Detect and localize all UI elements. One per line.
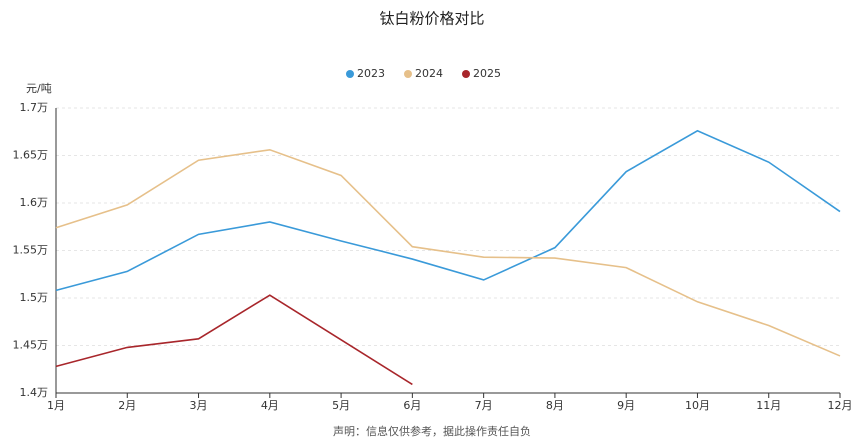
x-tick-label: 2月: [118, 399, 136, 412]
y-tick-label: 1.5万: [20, 291, 49, 304]
x-tick-label: 10月: [685, 399, 710, 412]
legend-marker: [462, 70, 470, 78]
legend-label: 2025: [473, 67, 501, 80]
y-tick-label: 1.45万: [13, 339, 49, 352]
note: 声明：信息仅供参考，据此操作责任自负: [333, 424, 531, 438]
y-tick-label: 1.65万: [13, 149, 49, 162]
x-tick-label: 9月: [617, 399, 635, 412]
x-tick-label: 4月: [261, 399, 279, 412]
series-line: [55, 294, 413, 386]
y-tick-label: 1.4万: [20, 386, 49, 399]
y-axis-label: 元/吨: [26, 82, 52, 95]
chart-title: 钛白粉价格对比: [379, 10, 484, 28]
x-tick-label: 5月: [332, 399, 350, 412]
series-line: [55, 148, 841, 357]
y-tick-label: 1.7万: [20, 101, 49, 114]
x-tick-label: 8月: [546, 399, 564, 412]
series-line: [55, 129, 841, 292]
x-tick-label: 6月: [403, 399, 421, 412]
legend-marker: [404, 70, 412, 78]
x-tick-label: 3月: [190, 399, 208, 412]
legend-label: 2024: [415, 67, 443, 80]
x-tick-label: 1月: [47, 399, 65, 412]
legend-label: 2023: [357, 67, 385, 80]
y-tick-label: 1.6万: [20, 196, 49, 209]
y-tick-label: 1.55万: [13, 244, 49, 257]
legend-marker: [346, 70, 354, 78]
x-tick-label: 7月: [475, 399, 493, 412]
x-tick-label: 11月: [756, 399, 781, 412]
x-tick-label: 12月: [828, 399, 853, 412]
